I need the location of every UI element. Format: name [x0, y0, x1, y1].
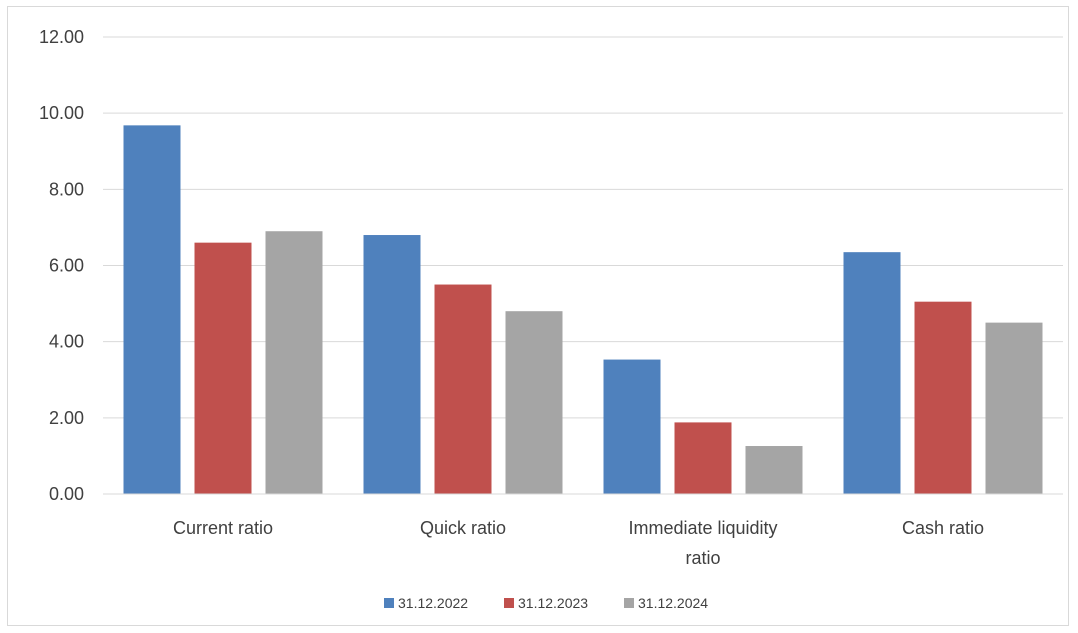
bar-31.12.2024-3	[986, 323, 1043, 494]
y-tick-label: 12.00	[39, 27, 84, 47]
x-category-label: Immediate liquidity	[628, 518, 777, 538]
legend: 31.12.2022 31.12.2023 31.12.2024	[384, 595, 708, 611]
bar-31.12.2022-1	[364, 235, 421, 494]
legend-label: 31.12.2024	[638, 595, 708, 611]
bar-31.12.2023-0	[195, 243, 252, 494]
y-tick-label: 8.00	[49, 179, 84, 199]
bar-31.12.2022-2	[604, 360, 661, 494]
legend-swatch	[384, 598, 394, 608]
legend-swatch	[624, 598, 634, 608]
legend-label: 31.12.2022	[398, 595, 468, 611]
x-category-label: Quick ratio	[420, 518, 506, 538]
bars	[124, 125, 1043, 494]
y-tick-label: 6.00	[49, 256, 84, 276]
y-tick-label: 4.00	[49, 332, 84, 352]
legend-label: 31.12.2023	[518, 595, 588, 611]
bar-31.12.2022-0	[124, 125, 181, 494]
bar-31.12.2024-1	[506, 311, 563, 494]
bar-31.12.2023-2	[675, 422, 732, 494]
bar-31.12.2024-2	[746, 446, 803, 494]
x-category-label: Cash ratio	[902, 518, 984, 538]
x-category-label: ratio	[685, 548, 720, 568]
y-tick-label: 2.00	[49, 408, 84, 428]
y-tick-label: 10.00	[39, 103, 84, 123]
y-axis-tick-labels: 0.00 2.00 4.00 6.00 8.00 10.00 12.00	[39, 27, 84, 504]
x-axis-category-labels: Current ratio Quick ratio Immediate liquid…	[173, 518, 984, 568]
bar-31.12.2024-0	[266, 231, 323, 494]
y-tick-label: 0.00	[49, 484, 84, 504]
legend-swatch	[504, 598, 514, 608]
bar-31.12.2022-3	[844, 252, 901, 494]
bar-31.12.2023-3	[915, 302, 972, 494]
x-category-label: Current ratio	[173, 518, 273, 538]
bar-31.12.2023-1	[435, 285, 492, 494]
